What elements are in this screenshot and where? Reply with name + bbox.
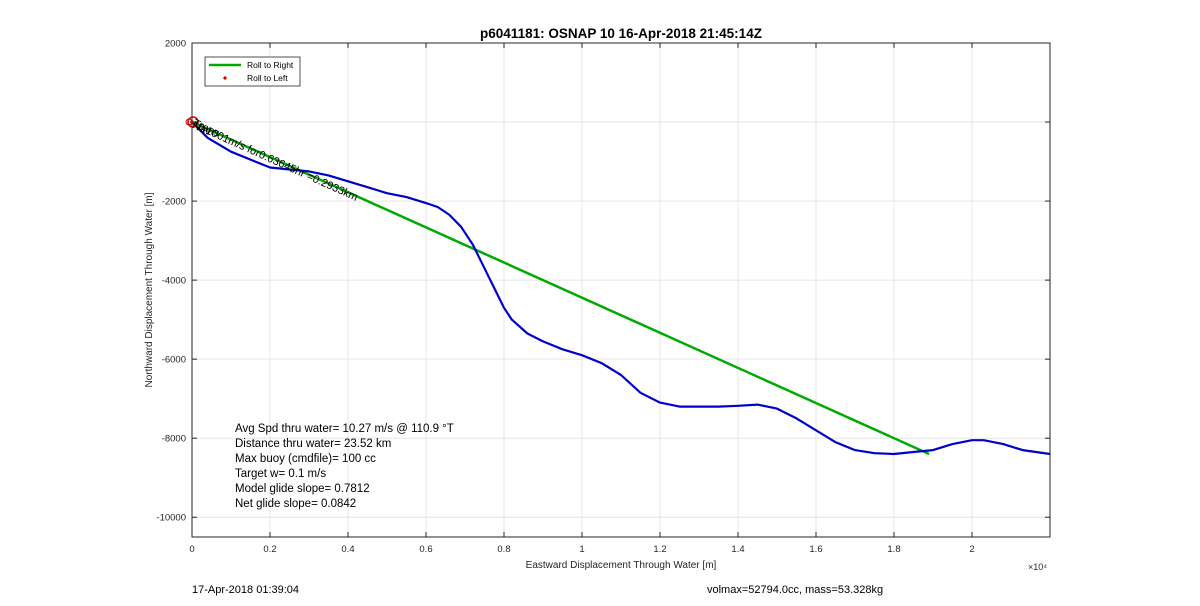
stat-distance: Distance thru water= 23.52 km [235, 438, 391, 450]
x-tick-label: 0.8 [497, 544, 510, 555]
x-tick-label: 1.6 [809, 544, 822, 555]
series-roll-to-right-line [191, 120, 930, 456]
y-tick-label: 2000 [165, 39, 186, 50]
start-marker-small [185, 118, 193, 126]
x-tick-label: 0.2 [263, 544, 276, 555]
x-axis-label: Eastward Displacement Through Water [m] [526, 560, 717, 571]
footer-date: 17-Apr-2018 01:39:04 [192, 584, 300, 596]
legend-box [204, 56, 301, 87]
track-speed-label: 0.1001m/s for0.63645hr =0.2933km [195, 121, 359, 204]
y-tick-label: -8000 [162, 434, 186, 445]
y-axis-label: Northward Displacement Through Water [m] [144, 192, 155, 387]
x-tick-label: 0.6 [419, 544, 432, 555]
x-tick-label: 2 [969, 544, 974, 555]
x-tick-label: 0.4 [341, 544, 354, 555]
legend: Roll to Right Roll to Left [204, 56, 301, 87]
x-tick-label: 1.8 [887, 544, 900, 555]
stat-model-glide: Model glide slope= 0.7812 [235, 483, 370, 495]
y-tick-label: -4000 [162, 276, 186, 287]
legend-label-roll-right: Roll to Right [247, 60, 294, 70]
footer-volume-mass: volmax=52794.0cc, mass=53.328kg [707, 584, 884, 596]
y-tick-label: -6000 [162, 355, 186, 366]
start-marker-circle [187, 116, 199, 128]
stats-block: Avg Spd thru water= 10.27 m/s @ 110.9 °T… [235, 423, 454, 510]
series-track-line [191, 121, 1051, 456]
stat-net-glide: Net glide slope= 0.0842 [235, 498, 356, 510]
x-tick-label: 1.2 [653, 544, 666, 555]
y-tick-label: -2000 [162, 197, 186, 208]
stat-target-w: Target w= 0.1 m/s [235, 468, 326, 480]
x-tick-label: 1 [579, 544, 584, 555]
x-exponent-label: ×10⁴ [1028, 562, 1047, 572]
axis-ticks: 0 0.2 0.4 0.6 0.8 1 1.2 1.4 1.6 1.8 2 2000 -2000 -400… [156, 39, 1050, 555]
axes-box [191, 42, 1051, 538]
stat-avg-speed: Avg Spd thru water= 10.27 m/s @ 110.9 °T [235, 423, 454, 435]
y-tick-label: -10000 [156, 513, 186, 524]
x-tick-label: 1.4 [731, 544, 744, 555]
legend-swatch-roll-left [223, 76, 227, 80]
legend-label-roll-left: Roll to Left [247, 73, 288, 83]
x-tick-label: 0 [189, 544, 194, 555]
chart-title: p6041181: OSNAP 10 16-Apr-2018 21:45:14Z [480, 26, 762, 41]
series-layer [190, 120, 1051, 456]
stat-max-buoy: Max buoy (cmdfile)= 100 cc [235, 453, 376, 465]
